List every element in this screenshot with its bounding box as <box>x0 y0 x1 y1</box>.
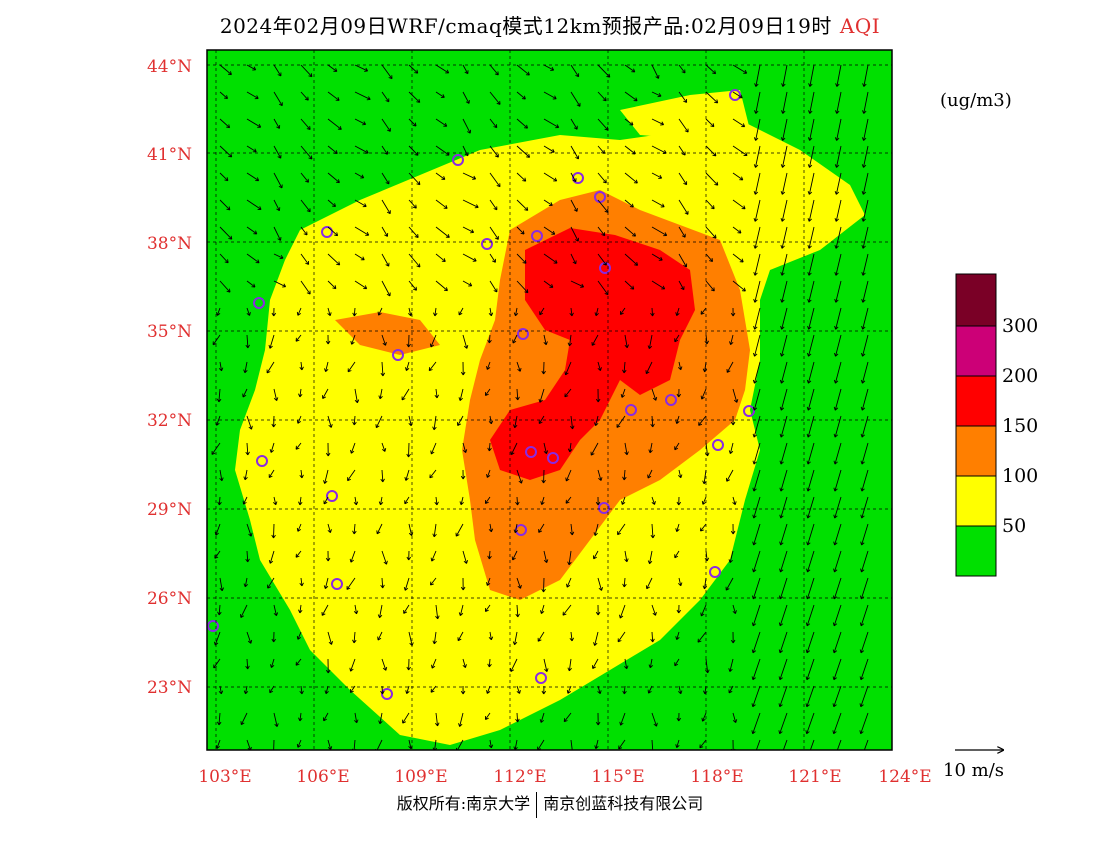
legend-label: 100 <box>1002 465 1038 487</box>
lat-label: 23°N <box>147 678 192 698</box>
lon-label: 115°E <box>591 767 644 787</box>
legend-label: 150 <box>1002 415 1038 437</box>
legend-swatch-sensitive <box>956 426 996 476</box>
lon-label: 112°E <box>493 767 546 787</box>
legend-swatch-moderate <box>956 476 996 526</box>
legend-label: 300 <box>1002 315 1038 337</box>
copyright-left: 版权所有:南京大学 <box>397 794 530 813</box>
copyright: 版权所有:南京大学 南京创蓝科技有限公司 <box>0 790 1100 818</box>
lat-label: 44°N <box>147 57 192 77</box>
longitude-axis: 103°E 106°E 109°E 112°E 115°E 118°E 121°… <box>198 767 931 787</box>
lat-label: 32°N <box>147 411 192 431</box>
lat-label: 26°N <box>147 589 192 609</box>
lat-label: 38°N <box>147 234 192 254</box>
latitude-axis: 44°N 41°N 38°N 35°N 32°N 29°N 26°N 23°N <box>147 57 192 698</box>
lon-label: 124°E <box>878 767 931 787</box>
lon-label: 121°E <box>788 767 841 787</box>
legend-label: 200 <box>1002 365 1038 387</box>
lat-label: 35°N <box>147 322 192 342</box>
legend-colorbar <box>956 274 996 576</box>
lon-label: 106°E <box>296 767 349 787</box>
lon-label: 103°E <box>198 767 251 787</box>
legend-label: 50 <box>1002 515 1026 537</box>
wind-reference-label: 10 m/s <box>943 760 1004 781</box>
legend-swatch-hazardous <box>956 274 996 326</box>
copyright-divider <box>536 792 537 818</box>
legend-swatch-unhealthy <box>956 376 996 426</box>
map-field <box>207 50 892 761</box>
legend-swatch-good <box>956 526 996 576</box>
lon-label: 109°E <box>394 767 447 787</box>
copyright-right: 南京创蓝科技有限公司 <box>543 794 703 813</box>
lat-label: 29°N <box>147 500 192 520</box>
lat-label: 41°N <box>147 145 192 165</box>
legend-swatch-very-unhealthy <box>956 326 996 376</box>
units-label: (ug/m3) <box>940 90 1012 111</box>
lon-label: 118°E <box>690 767 743 787</box>
